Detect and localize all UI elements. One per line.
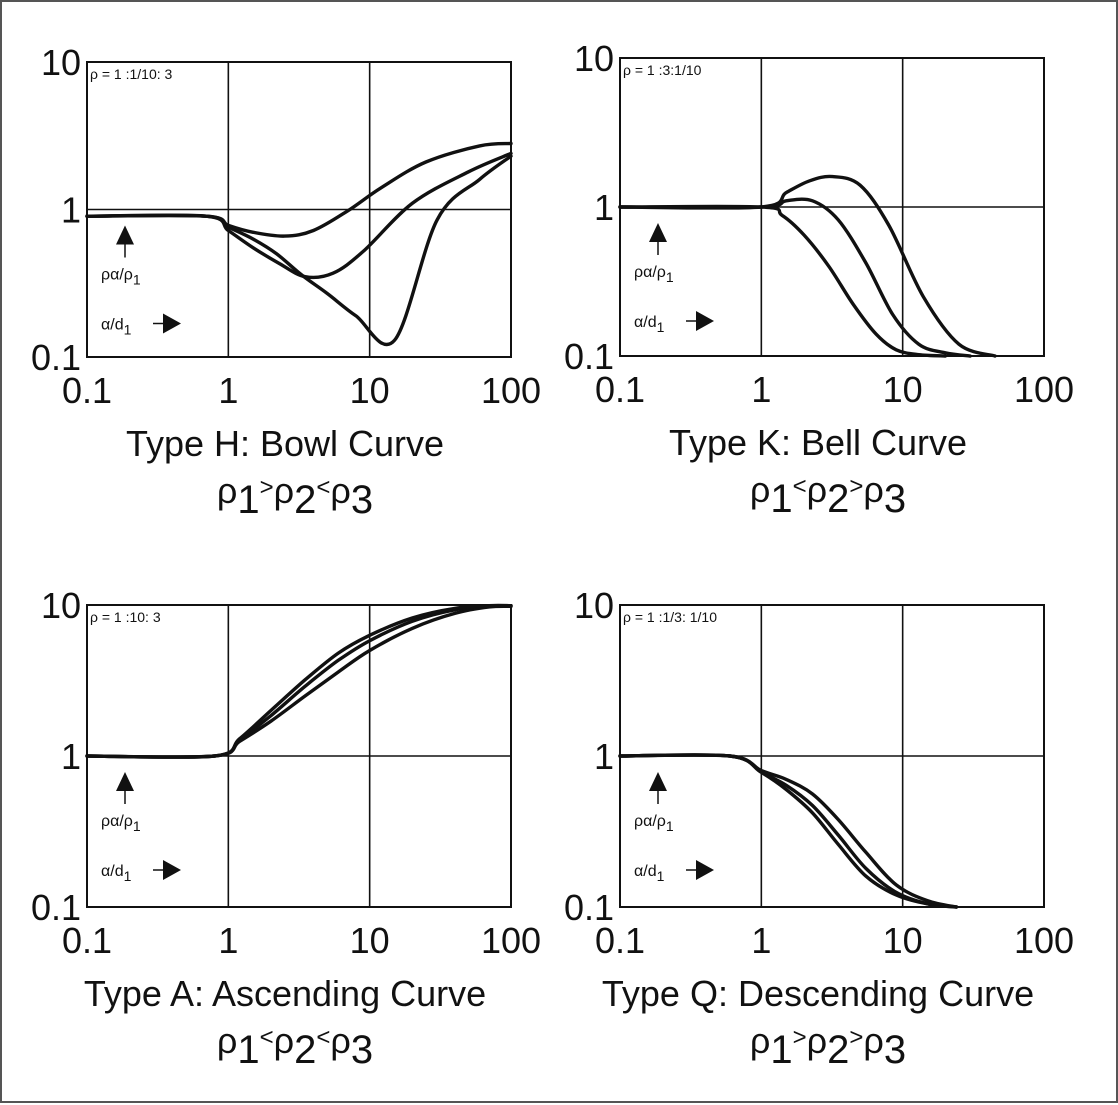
x-tick-label: 1 — [218, 370, 238, 411]
x-tick-label: 0.1 — [595, 369, 645, 410]
chart-title: Type A: Ascending Curve — [84, 973, 486, 1014]
y-axis-note: ρα/ρ1 — [634, 813, 674, 834]
x-axis-note: α/d1 — [634, 314, 665, 335]
chart-subtitle: ρ1<ρ2<ρ3 — [217, 1020, 373, 1072]
y-tick-label: 10 — [574, 585, 614, 626]
x-tick-label: 10 — [350, 920, 390, 961]
y-axis-note: ρα/ρ1 — [101, 267, 141, 288]
y-tick-label: 10 — [41, 42, 81, 83]
resistivity-ratio-annotation: ρ = 1 :10: 3 — [90, 609, 161, 625]
series-3-line — [618, 204, 947, 358]
x-tick-label: 1 — [751, 920, 771, 961]
chart-panel-1: 10 1 0.10.1 1 10 100 ρ = 1 :1/10: 3 ρα/ρ1 α/d1 Ty… — [31, 42, 541, 522]
resistivity-ratio-annotation: ρ = 1 :3:1/10 — [623, 62, 702, 78]
x-tick-label: 100 — [1014, 369, 1074, 410]
x-tick-label: 0.1 — [62, 920, 112, 961]
x-tick-label: 10 — [350, 370, 390, 411]
y-axis-note: ρα/ρ1 — [634, 264, 674, 285]
right-arrow-icon — [163, 860, 181, 880]
chart-subtitle: ρ1<ρ2>ρ3 — [750, 469, 906, 521]
y-tick-label: 1 — [594, 736, 614, 777]
up-arrow-icon — [116, 225, 134, 245]
series-3-line — [618, 753, 959, 909]
series-1-line — [85, 604, 513, 759]
x-tick-label: 100 — [1014, 920, 1074, 961]
right-arrow-icon — [696, 311, 714, 331]
chart-title: Type K: Bell Curve — [669, 422, 967, 463]
series-3-line — [85, 603, 513, 759]
chart-subtitle: ρ1>ρ2>ρ3 — [750, 1020, 906, 1072]
y-tick-label: 1 — [61, 736, 81, 777]
up-arrow-icon — [649, 772, 667, 791]
y-tick-label: 0.1 — [564, 336, 614, 377]
resistivity-ratio-annotation: ρ = 1 :1/3: 1/10 — [623, 609, 717, 625]
right-arrow-icon — [696, 860, 714, 880]
chart-panel-4: 10 1 0.10.1 1 10 100 ρ = 1 :1/3: 1/10 ρα/ρ1 α/d1… — [564, 585, 1074, 1072]
series-2-line — [85, 604, 513, 759]
y-tick-label: 1 — [61, 190, 81, 231]
series-1-line — [85, 154, 513, 347]
y-tick-label: 1 — [594, 187, 614, 228]
chart-title: Type H: Bowl Curve — [126, 423, 444, 464]
plot-frame — [86, 61, 512, 358]
resistivity-ratio-annotation: ρ = 1 :1/10: 3 — [90, 66, 173, 82]
y-tick-label: 0.1 — [31, 337, 81, 378]
x-axis-note: α/d1 — [101, 317, 132, 338]
x-tick-label: 100 — [481, 370, 541, 411]
series-3-line — [85, 141, 513, 238]
chart-title: Type Q: Descending Curve — [602, 973, 1034, 1014]
x-tick-label: 0.1 — [595, 920, 645, 961]
x-tick-label: 10 — [883, 920, 923, 961]
y-tick-label: 0.1 — [31, 887, 81, 928]
x-axis-note: α/d1 — [101, 863, 132, 884]
right-arrow-icon — [163, 313, 181, 334]
x-tick-label: 100 — [481, 920, 541, 961]
y-tick-label: 10 — [41, 585, 81, 626]
chart-panel-3: 10 1 0.10.1 1 10 100 ρ = 1 :10: 3 ρα/ρ1 α/d1 Type… — [31, 585, 541, 1072]
chart-subtitle: ρ1>ρ2<ρ3 — [217, 470, 373, 522]
x-tick-label: 1 — [218, 920, 238, 961]
x-axis-note: α/d1 — [634, 863, 665, 884]
up-arrow-icon — [649, 223, 667, 242]
up-arrow-icon — [116, 772, 134, 791]
chart-panel-2: 10 1 0.10.1 1 10 100 ρ = 1 :3:1/10 ρα/ρ1 α/d1 Typ… — [564, 38, 1074, 521]
x-tick-label: 1 — [751, 369, 771, 410]
x-tick-label: 0.1 — [62, 370, 112, 411]
x-tick-label: 10 — [883, 369, 923, 410]
y-tick-label: 0.1 — [564, 887, 614, 928]
y-axis-note: ρα/ρ1 — [101, 813, 141, 834]
y-tick-label: 10 — [574, 38, 614, 79]
series-1-line — [618, 174, 997, 358]
